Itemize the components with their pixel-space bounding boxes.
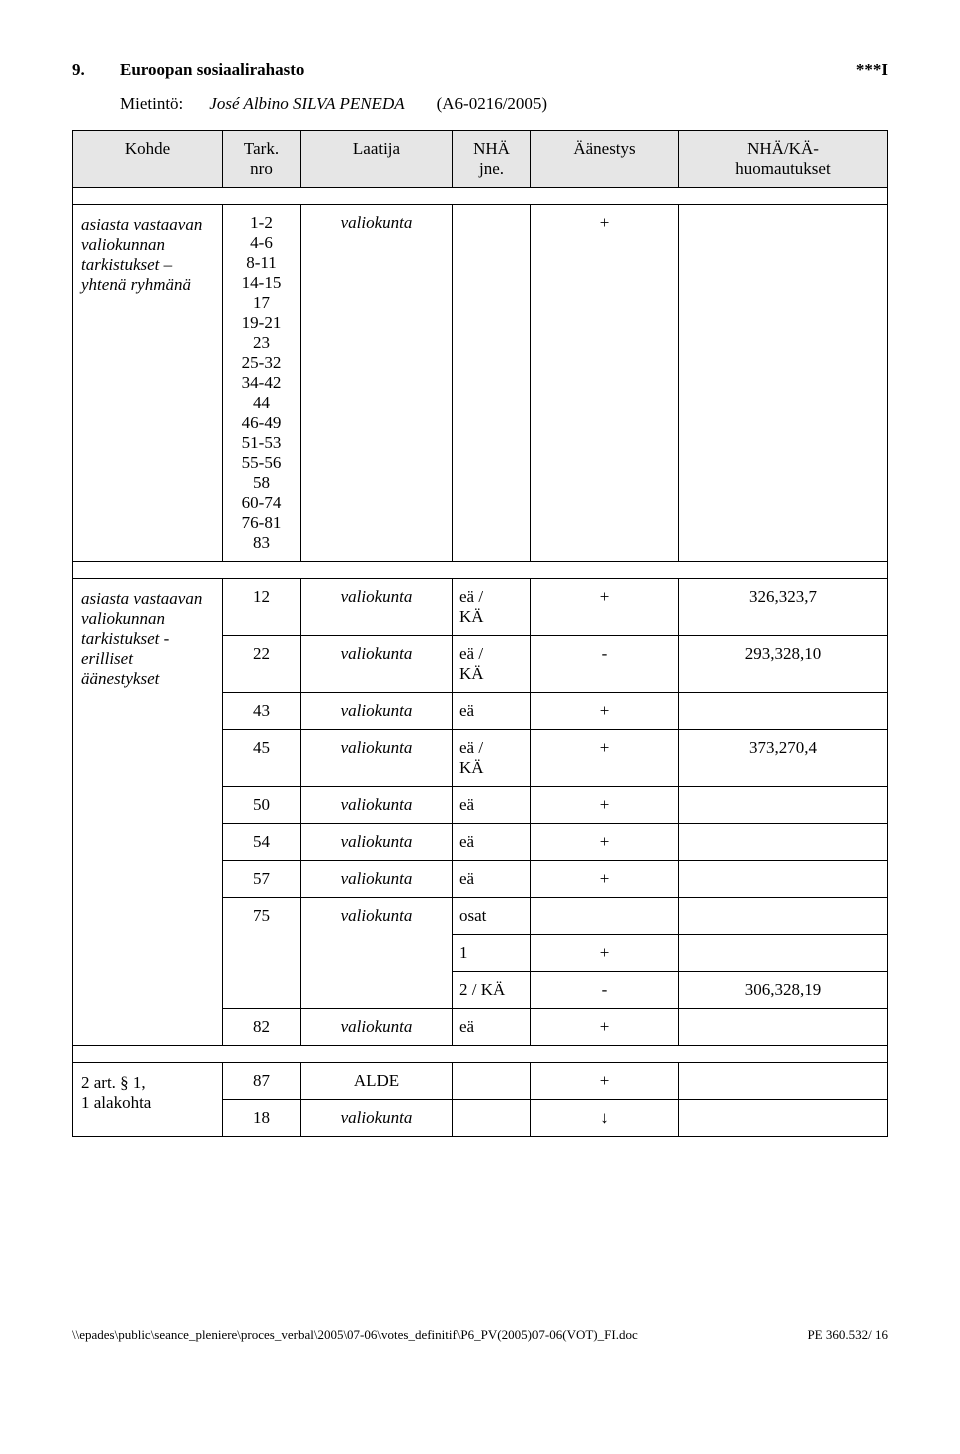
report-line: Mietintö: José Albino SILVA PENEDA (A6-0…: [72, 94, 888, 114]
vote-table: Kohde Tark. nro Laatija NHÄ jne. Äänesty…: [72, 130, 888, 1137]
section-heading: 9. Euroopan sosiaalirahasto ***I: [72, 60, 888, 80]
footer-path: \\epades\public\seance_pleniere\proces_v…: [72, 1327, 638, 1343]
col-nha: NHÄ jne.: [453, 131, 531, 188]
result: +: [531, 205, 679, 562]
row-label: 2 art. § 1, 1 alakohta: [73, 1063, 223, 1137]
table-row: 2 art. § 1, 1 alakohta 87 ALDE +: [73, 1063, 888, 1100]
report-author: José Albino SILVA PENEDA: [209, 94, 404, 114]
col-laatija: Laatija: [301, 131, 453, 188]
tark-ranges: 1-24-6 8-1114-15 1719-21 2325-32 34-4244…: [223, 205, 301, 562]
report-docref: (A6-0216/2005): [437, 94, 547, 114]
section-number: 9.: [72, 60, 120, 80]
footer-pageref: PE 360.532/ 16: [807, 1327, 888, 1343]
table-row: asiasta vastaavan valiokunnan tarkistuks…: [73, 205, 888, 562]
col-huom: NHÄ/KÄ- huomautukset: [679, 131, 888, 188]
section-marker: ***I: [856, 60, 888, 80]
section-title: Euroopan sosiaalirahasto: [120, 60, 304, 80]
table-row: asiasta vastaavan valiokunnan tarkistuks…: [73, 579, 888, 636]
col-aanestys: Äänestys: [531, 131, 679, 188]
col-kohde: Kohde: [73, 131, 223, 188]
report-label: Mietintö:: [120, 94, 183, 114]
table-header-row: Kohde Tark. nro Laatija NHÄ jne. Äänesty…: [73, 131, 888, 188]
laatija: valiokunta: [301, 205, 453, 562]
row-label: asiasta vastaavan valiokunnan tarkistuks…: [73, 579, 223, 1046]
col-tark: Tark. nro: [223, 131, 301, 188]
row-label: asiasta vastaavan valiokunnan tarkistuks…: [73, 205, 223, 562]
page-footer: \\epades\public\seance_pleniere\proces_v…: [72, 1327, 888, 1343]
